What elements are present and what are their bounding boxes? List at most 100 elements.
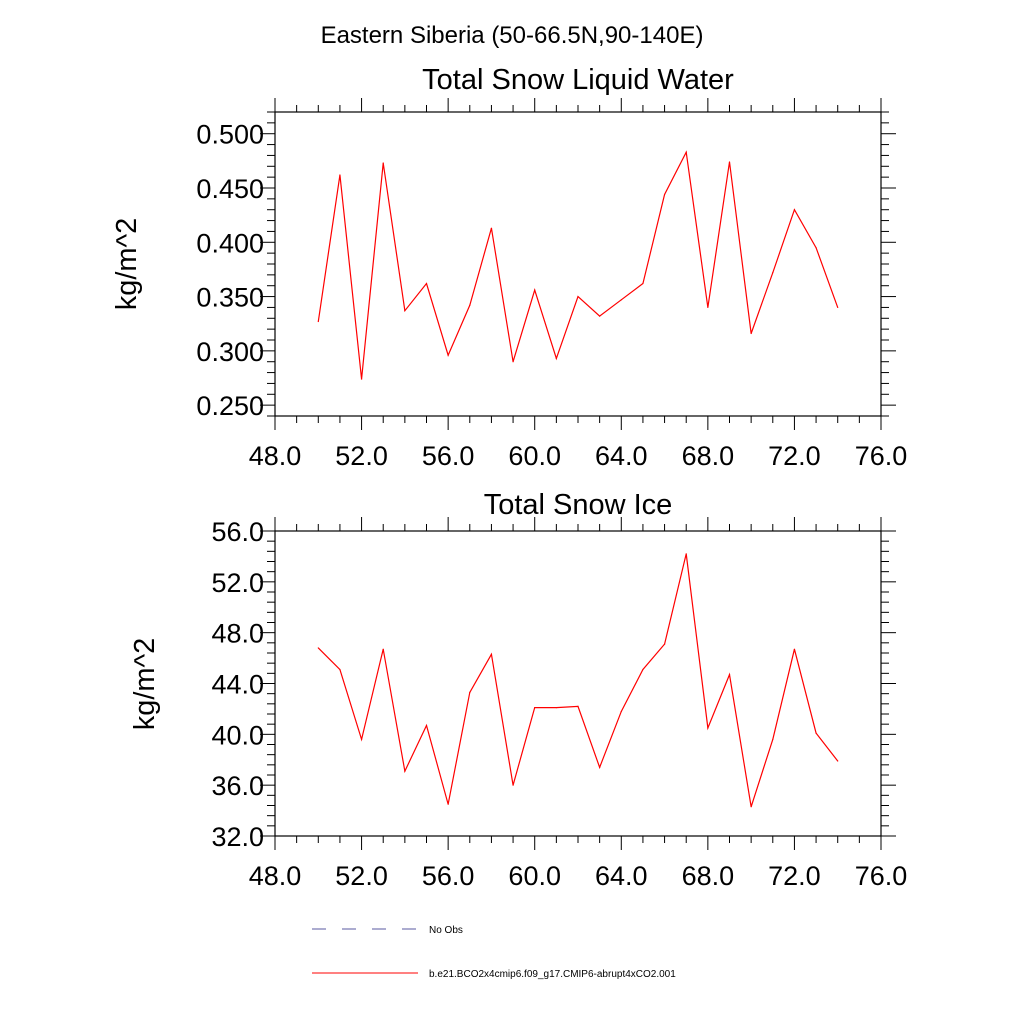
chart-panel-snow-ice: Total Snow Ice kg/m^2 32.0 36.0 40.0 44.0 48…: [129, 489, 907, 891]
data-point: [663, 643, 666, 645]
x-tick-labels: 48.0 52.0 56.0 60.0 64.0 68.0 72.0 76.0: [249, 861, 908, 891]
data-point: [360, 738, 363, 741]
legend: No Obs b.e21.BCO2x4cmip6.f09_g17.CMIP6-a…: [312, 925, 676, 980]
x-tick-label: 60.0: [508, 441, 561, 471]
y-tick-label: 0.350: [196, 283, 264, 313]
data-point: [534, 289, 536, 291]
x-tick-label: 52.0: [335, 861, 388, 891]
data-point: [642, 282, 644, 285]
data-point: [469, 304, 471, 306]
chart-title: Total Snow Ice: [484, 489, 673, 521]
y-tick-label: 52.0: [211, 568, 264, 598]
series-line: [317, 150, 839, 380]
page-title: Eastern Siberia (50-66.5N,90-140E): [321, 22, 704, 49]
data-point: [425, 282, 428, 285]
tick-marks: [260, 517, 896, 850]
data-point: [793, 209, 796, 211]
data-point: [685, 151, 687, 153]
series-lines: [317, 553, 839, 808]
x-tick-label: 68.0: [682, 861, 735, 891]
data-point: [317, 647, 319, 649]
x-tick-label: 56.0: [422, 861, 475, 891]
data-point: [793, 648, 796, 650]
x-tick-labels: 48.0 52.0 56.0 60.0 64.0 68.0 72.0 76.0: [249, 441, 908, 471]
y-tick-label: 36.0: [211, 771, 264, 801]
data-point: [685, 553, 687, 555]
data-point: [599, 766, 601, 768]
y-tick-label: 56.0: [211, 517, 264, 547]
x-tick-label: 72.0: [768, 861, 821, 891]
y-axis-label: kg/m^2: [111, 218, 143, 311]
y-tick-label: 44.0: [211, 670, 264, 700]
x-tick-label: 72.0: [768, 441, 821, 471]
data-point: [490, 227, 493, 229]
x-tick-label: 76.0: [855, 861, 908, 891]
plot-frame: [274, 111, 882, 417]
data-point: [772, 738, 774, 741]
y-tick-label: 40.0: [211, 720, 264, 750]
data-point: [663, 193, 666, 196]
data-point: [837, 306, 839, 309]
data-point: [425, 724, 428, 727]
data-point: [620, 299, 622, 301]
y-tick-label: 0.250: [196, 391, 264, 421]
data-point: [707, 727, 709, 729]
y-tick-label: 32.0: [211, 822, 264, 852]
y-tick-labels: 32.0 36.0 40.0 44.0 48.0 52.0 56.0: [211, 517, 264, 852]
chart-title: Total Snow Liquid Water: [422, 64, 734, 96]
data-point: [555, 707, 557, 709]
x-tick-label: 64.0: [595, 861, 648, 891]
y-axis-label: kg/m^2: [129, 638, 161, 731]
y-tick-labels: 0.250 0.300 0.350 0.400 0.450 0.500: [196, 120, 264, 421]
series-line: [317, 553, 839, 807]
x-tick-label: 48.0: [249, 441, 302, 471]
tick-marks: [260, 98, 896, 430]
plot-frame: [274, 530, 882, 837]
data-point: [490, 653, 493, 655]
data-point: [750, 806, 752, 808]
y-tick-label: 0.300: [196, 337, 264, 367]
data-point: [707, 306, 709, 309]
data-point: [339, 668, 341, 671]
data-point: [555, 357, 557, 360]
data-point: [620, 710, 622, 713]
data-point: [728, 674, 731, 676]
data-point: [404, 770, 406, 772]
y-tick-label: 0.450: [196, 174, 264, 204]
x-tick-label: 52.0: [335, 441, 388, 471]
data-point: [750, 332, 752, 335]
data-point: [577, 295, 579, 298]
data-point: [382, 162, 384, 164]
data-point: [447, 354, 449, 356]
x-tick-label: 64.0: [595, 441, 648, 471]
data-point: [577, 705, 579, 707]
data-point: [447, 803, 449, 805]
data-point: [317, 320, 319, 323]
data-point: [728, 161, 731, 163]
data-point: [512, 361, 514, 363]
x-tick-label: 48.0: [249, 861, 302, 891]
x-tick-label: 76.0: [855, 441, 908, 471]
data-point: [382, 648, 384, 650]
series-lines: [317, 150, 839, 380]
data-point: [360, 378, 363, 380]
data-point: [772, 272, 774, 274]
chart-panel-snow-liquid-water: Total Snow Liquid Water kg/m^2 0.250 0.30…: [111, 64, 907, 471]
legend-label-no-obs: No Obs: [429, 925, 463, 936]
data-point: [815, 732, 817, 734]
data-point: [815, 247, 817, 249]
legend-label-model: b.e21.BCO2x4cmip6.f09_g17.CMIP6-abrupt4x…: [429, 969, 676, 980]
data-point: [837, 760, 839, 762]
data-point: [339, 174, 341, 176]
y-tick-label: 0.400: [196, 228, 264, 258]
data-point: [512, 784, 514, 786]
data-point: [642, 668, 644, 671]
y-tick-label: 48.0: [211, 619, 264, 649]
x-tick-label: 60.0: [508, 861, 561, 891]
data-point: [599, 315, 601, 317]
data-point: [469, 691, 471, 693]
x-tick-label: 68.0: [682, 441, 735, 471]
y-tick-label: 0.500: [196, 120, 264, 150]
data-point: [534, 707, 536, 709]
